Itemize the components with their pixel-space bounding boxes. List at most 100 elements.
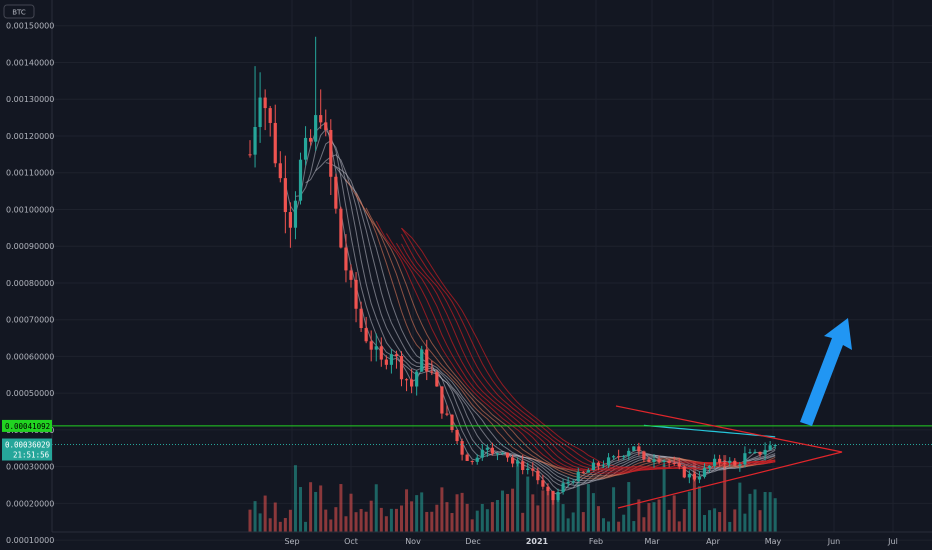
candle-body [637, 446, 641, 452]
candle-body [309, 137, 313, 142]
candle-body [379, 346, 383, 360]
volume-bar [728, 521, 732, 532]
currency-badge-frame [3, 4, 35, 19]
candle-body [364, 328, 368, 342]
candle-body [450, 414, 454, 430]
volume-bar [319, 485, 323, 532]
volume-bar [420, 492, 424, 532]
candle-body [258, 97, 262, 127]
volume-bar [612, 487, 616, 532]
volume-bar [657, 499, 661, 532]
volume-bar [400, 505, 403, 532]
candle-body [667, 460, 671, 464]
volume-bar [475, 510, 479, 532]
resistance-badge [2, 419, 52, 432]
candle-body [319, 115, 323, 123]
resistance-label: 0.00041092 [5, 422, 50, 431]
candle-body [682, 466, 686, 478]
volume-bar [283, 518, 287, 532]
volume-bar [703, 514, 706, 532]
y-tick-label: 0.00010000 [6, 536, 54, 545]
candle-body [692, 474, 696, 480]
volume-bar [596, 506, 600, 532]
candle-body [773, 445, 777, 447]
candle-body [278, 163, 282, 179]
y-tick-label: 0.00100000 [6, 205, 54, 214]
candle-body [713, 458, 717, 466]
volume-bar [591, 493, 595, 532]
volume-bar [556, 496, 560, 532]
candle-body [460, 441, 464, 455]
volume-bar [435, 504, 439, 532]
volume-bar [551, 498, 555, 532]
candle-body [541, 480, 545, 487]
volume-bar [697, 486, 701, 532]
volume-bar [288, 509, 292, 532]
y-tick-label: 0.00090000 [6, 242, 54, 251]
volume-bar [617, 521, 621, 532]
volume-bar [546, 490, 550, 532]
volume-bar [506, 493, 510, 532]
volume-bar [273, 502, 277, 532]
volume-bar [495, 500, 499, 532]
candle-body [430, 371, 434, 373]
candle-body [657, 459, 661, 462]
volume-bar [344, 516, 348, 532]
candle-body [374, 346, 378, 350]
y-tick-label: 0.00110000 [6, 169, 54, 178]
candle-body [702, 467, 707, 477]
candle-body [632, 446, 636, 451]
overlays [52, 318, 932, 509]
candle-body [445, 413, 449, 415]
volume-bar [682, 508, 686, 532]
volume-bar [329, 519, 333, 532]
candle-body [354, 279, 358, 309]
candle-body [455, 429, 459, 442]
y-tick-label: 0.00140000 [6, 58, 54, 67]
volume-bar [379, 507, 383, 532]
volume-bar [647, 503, 651, 532]
candle-body [505, 452, 510, 458]
volume-bar [349, 493, 353, 532]
x-tick-label: Sep [284, 537, 299, 546]
x-tick-label: Mar [644, 537, 660, 546]
candle-body [288, 212, 292, 228]
volume-bar [718, 512, 722, 532]
candle-body [723, 462, 727, 464]
x-tick-label: Feb [589, 537, 603, 546]
volume-bar [627, 482, 631, 532]
candle-body [394, 354, 399, 356]
volume-bar [334, 507, 338, 532]
candle-body [647, 459, 651, 462]
y-tick-label: 0.00070000 [6, 316, 54, 325]
candle-body [369, 341, 373, 350]
breakout-arrow [800, 318, 852, 426]
y-axis: 0.000100000.000200000.000300000.00040000… [0, 0, 54, 550]
chart-grid [52, 0, 932, 541]
volume-bar [405, 489, 409, 532]
ma-line [401, 243, 776, 471]
volume-bar [692, 461, 696, 532]
volume-bar [309, 482, 313, 532]
candlesticks [248, 36, 777, 505]
candle-body [662, 460, 666, 462]
volume-bar [677, 521, 681, 532]
candle-body [576, 471, 580, 482]
current-price-label: 0.00036029 [5, 441, 50, 450]
volume-bar [753, 489, 757, 532]
volume-bar [622, 514, 626, 532]
candle-body [526, 468, 530, 471]
ma-line [295, 128, 776, 492]
volume-bar [566, 518, 570, 532]
volume-bar [738, 482, 742, 532]
volume-bar [389, 508, 393, 532]
volume-bar [607, 521, 611, 532]
candle-body [718, 458, 722, 463]
volume-bar [723, 455, 727, 532]
candle-body [763, 449, 767, 455]
ma-line [305, 139, 776, 489]
candle-body [606, 457, 611, 466]
x-tick-label: Nov [405, 537, 421, 546]
ma-line [395, 242, 776, 472]
